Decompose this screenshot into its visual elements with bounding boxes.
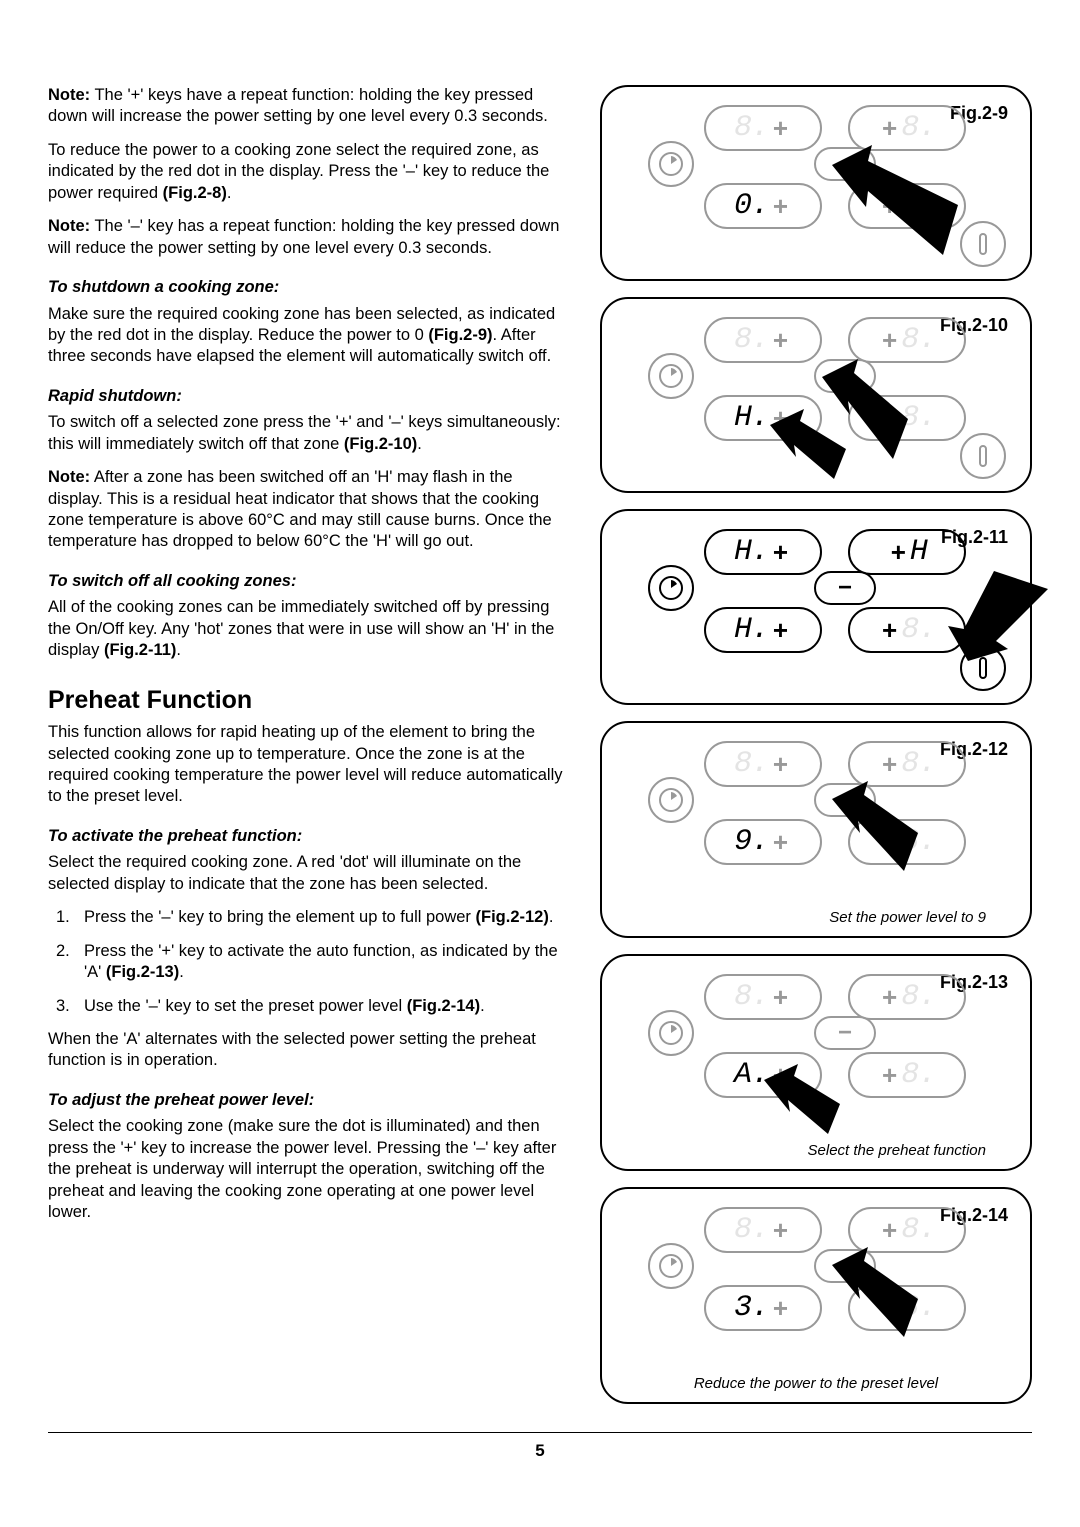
zone-upper-left: H.+ — [704, 529, 822, 575]
note-paragraph: Note: The '–' key has a repeat function:… — [48, 216, 568, 259]
hob-control-diagram: 8.+ +8. − A.+ +8. — [618, 968, 1014, 1138]
list-item: 3. Use the '–' key to set the preset pow… — [56, 996, 568, 1017]
subheading: To switch off all cooking zones: — [48, 571, 568, 592]
figure-panel: Fig.2-13 8.+ +8. − A.+ +8. Select the pr… — [600, 954, 1032, 1171]
list-text: Press the '–' key to bring the element u… — [84, 908, 476, 926]
note-paragraph: Note: The '+' keys have a repeat functio… — [48, 85, 568, 128]
figure-panel: Fig.2-11 H.+ +H − H.+ +8. — [600, 509, 1032, 705]
page-number: 5 — [48, 1432, 1032, 1461]
subheading: To adjust the preheat power level: — [48, 1090, 568, 1111]
note-paragraph: Note: After a zone has been switched off… — [48, 467, 568, 553]
zone-upper-left: 8.+ — [704, 741, 822, 787]
figure-panel: Fig.2-9 8.+ +8. − 0.+ +8. — [600, 85, 1032, 281]
display-value: H. — [734, 613, 769, 647]
timer-icon — [648, 1243, 694, 1289]
zone-upper-left: 8.+ — [704, 974, 822, 1020]
fig-reference: (Fig.2-13) — [106, 963, 179, 981]
note-text: The '+' keys have a repeat function: hol… — [48, 86, 548, 125]
figure-panel: Fig.2-10 8.+ +8. − H.+ +8. — [600, 297, 1032, 493]
timer-icon — [648, 777, 694, 823]
paragraph: This function allows for rapid heating u… — [48, 722, 568, 808]
list-item: 1. Press the '–' key to bring the elemen… — [56, 907, 568, 928]
timer-icon — [648, 565, 694, 611]
main-text-column: Note: The '+' keys have a repeat functio… — [48, 85, 568, 1420]
subheading: To activate the preheat function: — [48, 826, 568, 847]
power-button — [960, 221, 1006, 267]
note-text: The '–' key has a repeat function: holdi… — [48, 217, 559, 256]
zone-upper-right: +8. — [848, 317, 966, 363]
list-text: Use the '–' key to set the preset power … — [84, 997, 407, 1015]
fig-reference: (Fig.2-14) — [407, 997, 480, 1015]
figure-panel: Fig.2-14 8.+ +8. − 3.+ +8. Reduce the po… — [600, 1187, 1032, 1404]
pointer-arrow-icon — [760, 1064, 840, 1134]
paragraph: Select the required cooking zone. A red … — [48, 852, 568, 895]
note-label: Note: — [48, 86, 90, 104]
fig-reference: (Fig.2-12) — [476, 908, 549, 926]
display-value: 9. — [734, 825, 769, 859]
zone-lower-left: 9.+ — [704, 819, 822, 865]
hob-control-diagram: 8.+ +8. − 9.+ +8. — [618, 735, 1014, 905]
figures-column: Fig.2-9 8.+ +8. − 0.+ +8. Fig.2-10 — [600, 85, 1032, 1420]
pointer-arrow-icon — [828, 145, 958, 255]
list-item: 2. Press the '+' key to activate the aut… — [56, 941, 568, 984]
paragraph: To reduce the power to a cooking zone se… — [48, 140, 568, 204]
zone-lower-left: 0.+ — [704, 183, 822, 229]
hob-control-diagram: H.+ +H − H.+ +8. — [618, 523, 1014, 693]
paragraph: Make sure the required cooking zone has … — [48, 304, 568, 368]
note-text: After a zone has been switched off an 'H… — [48, 468, 552, 550]
zone-lower-right: +8. — [848, 1052, 966, 1098]
zone-upper-left: 8.+ — [704, 317, 822, 363]
minus-button: − — [814, 571, 876, 605]
zone-upper-left: 8.+ — [704, 1207, 822, 1253]
body-text: To switch off a selected zone press the … — [48, 413, 561, 452]
zone-lower-left: 3.+ — [704, 1285, 822, 1331]
figure-caption: Select the preheat function — [618, 1142, 1014, 1159]
fig-reference: (Fig.2-9) — [428, 326, 492, 344]
hob-control-diagram: 8.+ +8. − 3.+ +8. — [618, 1201, 1014, 1371]
paragraph: To switch off a selected zone press the … — [48, 412, 568, 455]
fig-reference: (Fig.2-10) — [344, 435, 417, 453]
fig-reference: (Fig.2-8) — [163, 184, 227, 202]
pointer-arrow-icon — [948, 571, 1048, 681]
zone-upper-left: 8.+ — [704, 105, 822, 151]
display-value: H. — [734, 401, 769, 435]
minus-button: − — [814, 1016, 876, 1050]
subheading: To shutdown a cooking zone: — [48, 277, 568, 298]
pointer-arrow-icon — [828, 781, 918, 871]
paragraph: When the 'A' alternates with the selecte… — [48, 1029, 568, 1072]
note-label: Note: — [48, 217, 90, 235]
timer-icon — [648, 141, 694, 187]
display-value: H. — [734, 535, 769, 569]
hob-control-diagram: 8.+ +8. − H.+ +8. — [618, 311, 1014, 481]
body-text: To reduce the power to a cooking zone se… — [48, 141, 549, 202]
pointer-arrow-icon — [766, 409, 846, 479]
subheading: Rapid shutdown: — [48, 386, 568, 407]
display-value: H — [910, 535, 927, 569]
timer-icon — [648, 353, 694, 399]
paragraph: Select the cooking zone (make sure the d… — [48, 1116, 568, 1223]
figure-caption: Set the power level to 9 — [618, 909, 1014, 926]
figure-panel: Fig.2-12 8.+ +8. − 9.+ +8. Set the power… — [600, 721, 1032, 938]
zone-upper-right: +H — [848, 529, 966, 575]
figure-caption: Reduce the power to the preset level — [618, 1375, 1014, 1392]
fig-reference: (Fig.2-11) — [104, 641, 176, 659]
zone-upper-right: +8. — [848, 974, 966, 1020]
numbered-list: 1. Press the '–' key to bring the elemen… — [56, 907, 568, 1017]
note-label: Note: — [48, 468, 90, 486]
paragraph: All of the cooking zones can be immediat… — [48, 597, 568, 661]
display-value: 3. — [734, 1291, 769, 1325]
section-title: Preheat Function — [48, 684, 568, 717]
hob-control-diagram: 8.+ +8. − 0.+ +8. — [618, 99, 1014, 269]
display-value: 0. — [734, 189, 769, 223]
timer-icon — [648, 1010, 694, 1056]
zone-lower-left: H.+ — [704, 607, 822, 653]
power-button — [960, 433, 1006, 479]
pointer-arrow-icon — [828, 1247, 918, 1337]
